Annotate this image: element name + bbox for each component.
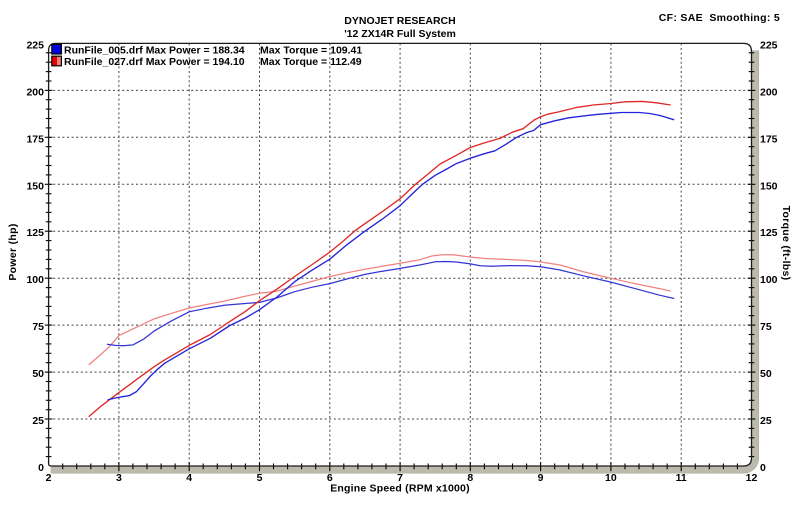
svg-text:2: 2 [46, 472, 52, 484]
svg-text:6: 6 [327, 472, 333, 484]
svg-text:50: 50 [32, 368, 44, 380]
svg-text:75: 75 [32, 321, 44, 333]
svg-text:Engine Speed (RPM x1000): Engine Speed (RPM x1000) [330, 482, 470, 494]
svg-text:175: 175 [26, 133, 44, 145]
svg-text:50: 50 [760, 368, 772, 380]
svg-text:200: 200 [26, 86, 44, 98]
svg-text:12: 12 [746, 472, 758, 484]
svg-text:150: 150 [26, 180, 44, 192]
svg-text:10: 10 [605, 472, 617, 484]
svg-text:150: 150 [760, 180, 778, 192]
svg-text:4: 4 [186, 472, 192, 484]
svg-text:100: 100 [26, 274, 44, 286]
svg-text:100: 100 [760, 274, 778, 286]
svg-text:175: 175 [760, 133, 778, 145]
svg-text:7: 7 [397, 472, 403, 484]
svg-text:0: 0 [38, 462, 44, 474]
svg-text:RunFile_005.drf Max Power = 18: RunFile_005.drf Max Power = 188.34 [64, 45, 245, 57]
svg-text:3: 3 [116, 472, 122, 484]
svg-text:Power (hp): Power (hp) [7, 223, 19, 280]
svg-text:125: 125 [760, 227, 778, 239]
svg-text:'12 ZX14R Full System: '12 ZX14R Full System [344, 28, 456, 40]
svg-text:11: 11 [676, 472, 687, 484]
svg-text:RunFile_027.drf Max Power = 19: RunFile_027.drf Max Power = 194.10 [64, 56, 245, 68]
svg-text:5: 5 [257, 472, 263, 484]
svg-text:75: 75 [760, 321, 772, 333]
svg-text:Max Torque = 109.41: Max Torque = 109.41 [260, 45, 362, 57]
svg-text:8: 8 [467, 472, 473, 484]
svg-text:DYNOJET RESEARCH: DYNOJET RESEARCH [344, 15, 455, 27]
svg-text:125: 125 [26, 227, 44, 239]
svg-text:200: 200 [760, 86, 778, 98]
svg-text:25: 25 [32, 415, 44, 427]
svg-text:9: 9 [538, 472, 544, 484]
svg-text:0: 0 [760, 462, 766, 474]
svg-text:225: 225 [760, 39, 778, 51]
svg-text:25: 25 [760, 415, 772, 427]
svg-text:Max Torque = 112.49: Max Torque = 112.49 [260, 56, 362, 68]
svg-text:CF: SAE Smoothing: 5: CF: SAE Smoothing: 5 [659, 12, 780, 24]
svg-text:225: 225 [26, 39, 44, 51]
svg-text:Torque (ft-lbs): Torque (ft-lbs) [780, 206, 792, 281]
